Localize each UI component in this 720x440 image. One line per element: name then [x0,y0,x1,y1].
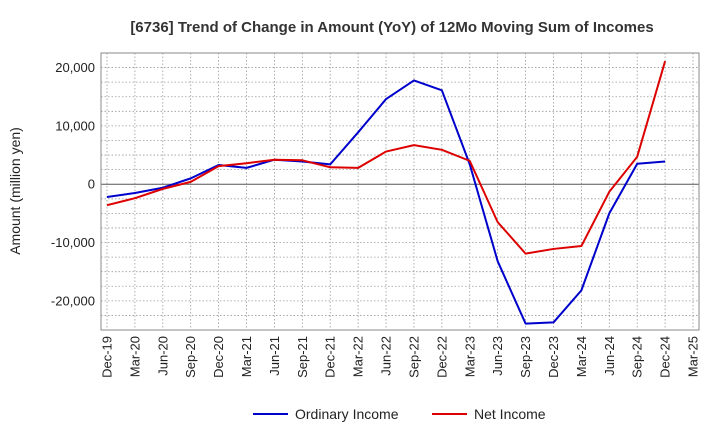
x-tick-label: Mar-23 [462,336,477,377]
legend: Ordinary Income Net Income [253,406,546,422]
x-tick-label: Jun-23 [490,336,505,376]
x-tick-label: Dec-21 [323,336,338,378]
chart-title: [6736] Trend of Change in Amount (YoY) o… [130,19,653,36]
x-tick-label: Jun-20 [155,336,170,376]
y-axis-tick-labels: -20,000 -10,000 0 10,000 20,000 [51,60,95,308]
x-tick-label: Jun-22 [379,336,394,376]
x-tick-label: Dec-24 [658,336,673,378]
y-tick-label: -10,000 [51,235,95,250]
plot-area [101,53,699,330]
legend-label-ordinary-income: Ordinary Income [295,406,399,422]
x-tick-label: Sep-21 [295,336,310,378]
y-tick-label: 0 [88,177,95,192]
plot-border [100,52,700,331]
y-tick-label: 20,000 [55,60,95,75]
x-tick-label: Mar-20 [127,336,142,377]
x-tick-label: Mar-25 [686,336,701,377]
x-tick-label: Dec-20 [211,336,226,378]
x-tick-label: Dec-22 [434,336,449,378]
x-tick-label: Sep-20 [183,336,198,378]
series-line-net-income [106,60,667,255]
x-tick-label: Mar-21 [239,336,254,377]
x-tick-label: Jun-24 [602,336,617,376]
x-tick-label: Dec-23 [546,336,561,378]
series-lines [106,60,667,325]
x-tick-label: Sep-23 [518,336,533,378]
y-tick-label: -20,000 [51,293,95,308]
x-tick-label: Dec-19 [100,336,115,378]
x-tick-label: Sep-22 [406,336,421,378]
x-tick-label: Mar-22 [351,336,366,377]
x-tick-label: Mar-24 [574,336,589,377]
y-tick-label: 10,000 [55,118,95,133]
legend-label-net-income: Net Income [474,406,546,422]
x-tick-label: Sep-24 [630,336,645,378]
y-axis-label: Amount (million yen) [7,127,23,255]
series-line-ordinary-income [106,79,666,325]
x-axis-tick-labels: Dec-19 Mar-20 Jun-20 Sep-20 Dec-20 Mar-21 Jun-… [100,336,701,378]
x-tick-label: Jun-21 [267,336,282,376]
